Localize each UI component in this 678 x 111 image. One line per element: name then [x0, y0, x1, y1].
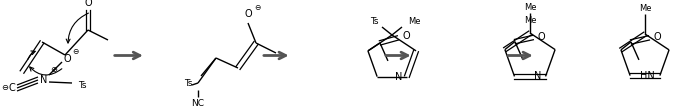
Text: NC: NC — [191, 98, 205, 107]
Text: Ts: Ts — [184, 78, 193, 87]
Text: Ts: Ts — [78, 80, 86, 89]
Text: O: O — [653, 32, 661, 42]
Text: N: N — [395, 72, 403, 82]
Text: Ts: Ts — [370, 17, 378, 26]
Text: Me: Me — [523, 16, 536, 25]
Text: ⊖: ⊖ — [72, 47, 78, 56]
Text: ⊕: ⊕ — [50, 65, 58, 74]
Text: O: O — [402, 31, 410, 41]
Text: O: O — [63, 54, 71, 64]
Text: O: O — [537, 32, 544, 42]
Text: N: N — [40, 75, 47, 85]
Text: HN: HN — [641, 71, 655, 81]
Text: ⊖: ⊖ — [1, 83, 9, 92]
Text: Me: Me — [523, 3, 536, 12]
Text: C: C — [9, 83, 16, 93]
Text: Me: Me — [639, 4, 652, 13]
Text: ⊖: ⊖ — [254, 3, 260, 12]
Text: O: O — [244, 9, 252, 19]
Text: O: O — [84, 0, 92, 8]
Text: Me: Me — [407, 17, 420, 26]
Text: N: N — [534, 71, 541, 81]
